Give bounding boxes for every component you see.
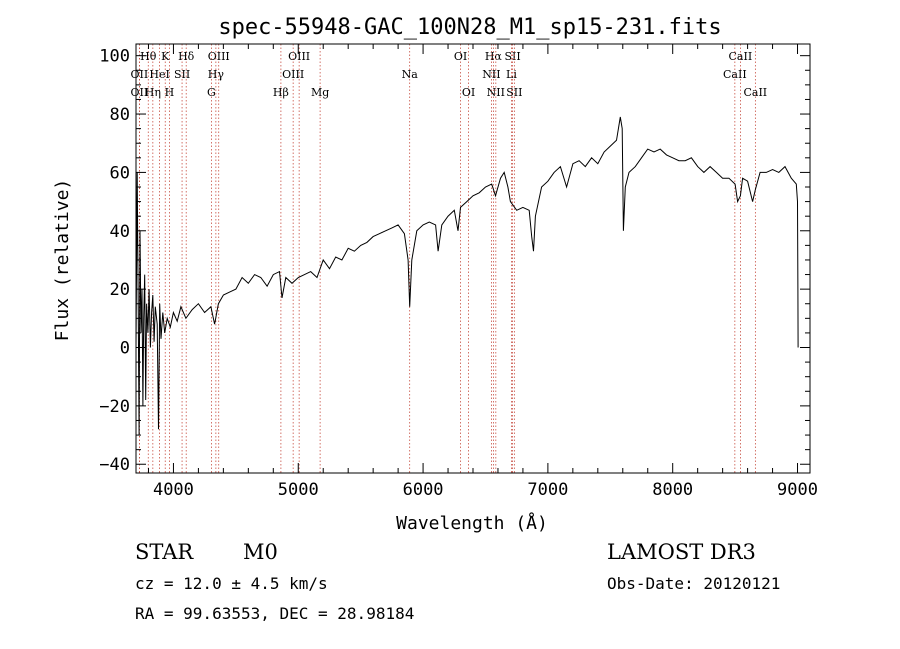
y-tick-label: −20 <box>99 397 130 417</box>
chart-title: spec-55948-GAC_100N28_M1_sp15-231.fits <box>218 15 721 40</box>
marker-label: OIII <box>208 50 230 63</box>
marker-label: OII <box>131 68 149 81</box>
marker-label: OIII <box>288 50 310 63</box>
y-axis-label: Flux (relative) <box>52 179 73 342</box>
x-tick-label: 5000 <box>278 480 319 500</box>
marker-label: OIII <box>282 68 304 81</box>
y-tick-label: 0 <box>120 339 130 359</box>
marker-label: HeI <box>149 68 169 81</box>
spectrum-series <box>135 116 799 436</box>
object-subclass: M0 <box>243 540 278 564</box>
x-tick-label: 9000 <box>777 480 818 500</box>
object-class: STAR <box>135 540 194 564</box>
axis-ticks: 4000 5000 6000 7000 8000 9000 −40 −20 0 20 40 60 80 1… <box>99 44 818 500</box>
x-tick-label: 6000 <box>403 480 444 500</box>
x-tick-label: 8000 <box>652 480 693 500</box>
marker-label: K <box>161 50 170 63</box>
survey-name: LAMOST DR3 <box>607 540 756 564</box>
plot-frame <box>135 43 811 474</box>
x-tick-label: 7000 <box>527 480 568 500</box>
marker-label: OI <box>454 50 467 63</box>
marker-label: Hδ <box>178 50 195 63</box>
series-line-0 <box>135 116 799 436</box>
x-tick-label: 4000 <box>153 480 194 500</box>
marker-label: H <box>165 86 175 99</box>
observation-date: Obs-Date: 20120121 <box>607 574 781 593</box>
marker-label: SII <box>506 86 522 99</box>
marker-label: Hη <box>145 86 161 99</box>
marker-label: Hβ <box>273 86 289 99</box>
marker-label: CaII <box>743 86 767 99</box>
marker-label: Hθ <box>140 50 157 63</box>
marker-label: OII <box>131 86 149 99</box>
y-tick-label: 100 <box>99 47 130 67</box>
marker-label: NII <box>482 68 500 81</box>
marker-label: SII <box>174 68 190 81</box>
y-tick-label: 20 <box>110 280 130 300</box>
marker-label: CaII <box>723 68 747 81</box>
redshift-readout: cz = 12.0 ± 4.5 km/s <box>135 574 328 593</box>
y-tick-label: 60 <box>110 163 130 183</box>
marker-label: Li <box>506 68 517 81</box>
marker-label: Na <box>402 68 419 81</box>
marker-label: NII <box>487 86 505 99</box>
marker-label: G <box>207 86 216 99</box>
marker-label: SII <box>504 50 520 63</box>
y-tick-label: −40 <box>99 455 130 475</box>
y-tick-label: 80 <box>110 105 130 125</box>
marker-label: CaII <box>729 50 753 63</box>
y-tick-label: 40 <box>110 222 130 242</box>
x-axis-label: Wavelength (Å) <box>396 512 548 534</box>
marker-label: Hα <box>485 50 503 63</box>
marker-label: Mg <box>311 86 329 99</box>
marker-label: OI <box>462 86 475 99</box>
marker-label: Hγ <box>208 68 225 81</box>
coordinates: RA = 99.63553, DEC = 28.98184 <box>135 604 415 623</box>
